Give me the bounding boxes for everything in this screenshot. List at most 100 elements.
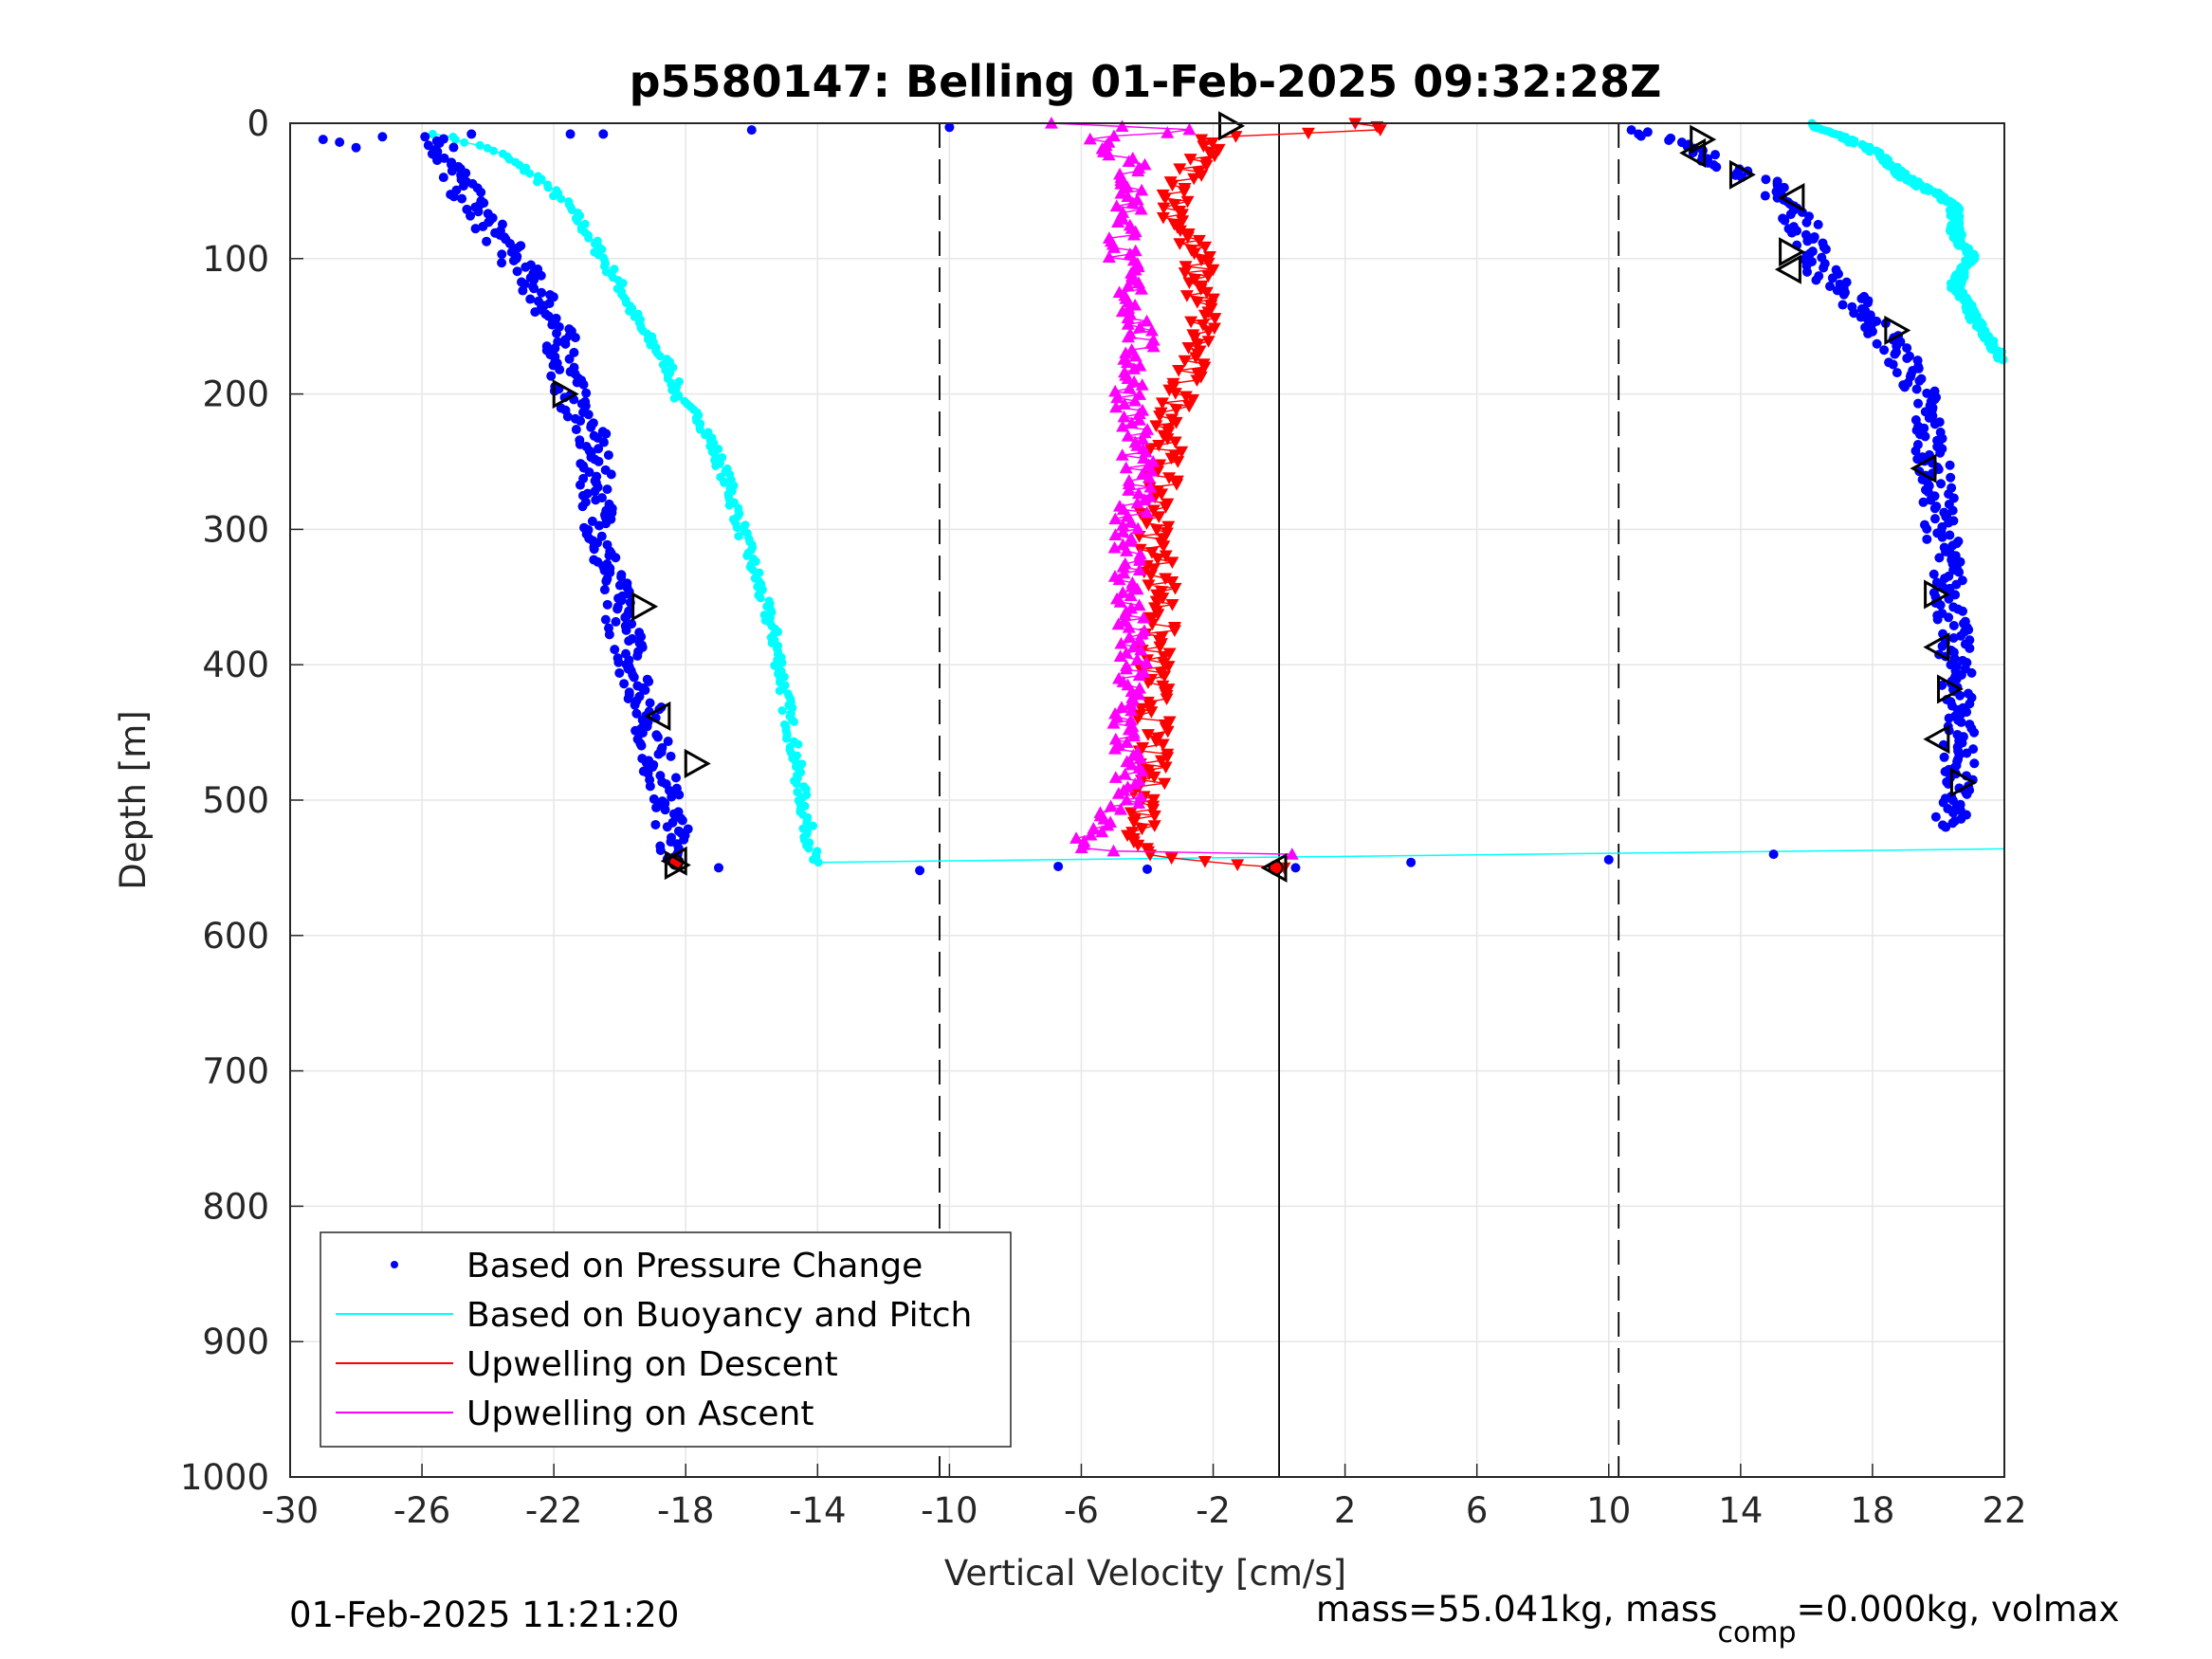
upwelling-descent-point	[1165, 598, 1179, 611]
upwelling-descent-point	[1164, 452, 1179, 465]
upwelling-descent-point	[1164, 852, 1179, 866]
buoyancy-point	[695, 425, 704, 434]
upwelling-ascent-point	[1102, 148, 1116, 161]
upwelling-ascent-point	[1132, 563, 1146, 576]
upwelling-ascent-point	[1134, 283, 1148, 295]
upwelling-descent-point	[1156, 738, 1170, 752]
buoyancy-point	[1895, 173, 1905, 182]
open-marker-left	[1923, 724, 1950, 755]
upwelling-ascent-point	[1120, 793, 1134, 806]
upwelling-ascent-point	[1106, 129, 1121, 142]
upwelling-ascent-point	[1132, 682, 1146, 694]
pressure-point	[518, 285, 528, 296]
pressure-point	[631, 708, 642, 719]
legend-label-descent: Upwelling on Descent	[466, 1345, 838, 1384]
upwelling-ascent-point	[1124, 757, 1139, 771]
open-marker-right	[1936, 674, 1964, 704]
pressure-point	[1926, 495, 1936, 505]
pressure-point	[1802, 236, 1813, 246]
pressure-point	[521, 262, 531, 272]
upwelling-ascent-point	[1116, 525, 1130, 538]
open-marker-right	[684, 748, 711, 778]
pressure-point	[1944, 713, 1954, 723]
x-tick-label: 22	[1982, 1490, 2026, 1531]
pressure-point	[1819, 263, 1829, 273]
pressure-point	[1768, 849, 1779, 860]
pressure-point	[630, 700, 640, 710]
pressure-point	[1899, 382, 1910, 392]
upwelling-ascent-point	[1121, 428, 1135, 442]
open-marker-right	[552, 379, 579, 410]
buoyancy-point	[549, 191, 558, 201]
upwelling-ascent-point	[1137, 611, 1151, 624]
y-tick-label: 800	[202, 1186, 269, 1227]
x-tick-label: -10	[921, 1490, 978, 1531]
open-marker-right	[1728, 159, 1756, 190]
upwelling-descent-point	[1187, 247, 1201, 261]
upwelling-descent-point	[1158, 777, 1172, 791]
pressure-point	[420, 132, 430, 142]
upwelling-ascent-point	[1140, 505, 1154, 519]
open-marker-right	[1218, 111, 1246, 141]
buoyancy-point	[804, 844, 814, 853]
pressure-point	[1955, 690, 1965, 701]
pressure-point	[1603, 854, 1614, 865]
pressure-point	[525, 294, 536, 304]
upwelling-descent-point	[1192, 234, 1206, 247]
upwelling-descent-point	[1159, 501, 1173, 514]
buoyancy-point	[782, 734, 792, 743]
pressure-point	[1929, 419, 1940, 429]
pressure-point	[1922, 534, 1932, 544]
legend: Based on Pressure Change Based on Buoyan…	[320, 1231, 1012, 1448]
upwelling-descent-point	[1158, 192, 1172, 205]
upwelling-ascent-point	[1122, 295, 1136, 308]
upwelling-ascent-point	[1122, 155, 1136, 168]
pressure-point	[497, 258, 507, 268]
upwelling-ascent-point	[1115, 448, 1129, 461]
pressure-point	[1918, 497, 1929, 507]
pressure-point	[598, 129, 609, 139]
upwelling-ascent-point	[1113, 649, 1127, 662]
upwelling-descent-point	[1187, 173, 1201, 186]
pressure-point	[612, 604, 623, 614]
upwelling-descent-point	[1149, 736, 1163, 748]
upwelling-descent-point	[1161, 433, 1175, 446]
upwelling-descent-point	[1190, 374, 1204, 387]
pressure-point	[616, 572, 627, 582]
upwelling-descent-point	[1179, 290, 1194, 302]
upwelling-descent-point	[1167, 199, 1181, 211]
upwelling-ascent-point	[1120, 180, 1134, 192]
pressure-point	[1872, 338, 1882, 349]
upwelling-ascent-point	[1109, 400, 1124, 413]
upwelling-descent-point	[1159, 550, 1173, 563]
upwelling-descent-point	[1186, 393, 1200, 407]
y-tick-label: 700	[202, 1051, 269, 1092]
pressure-point	[1837, 300, 1848, 310]
upwelling-ascent-point	[1121, 190, 1135, 203]
pressure-point	[1825, 282, 1836, 292]
pressure-point	[466, 129, 477, 139]
upwelling-ascent-point	[1130, 652, 1144, 665]
pressure-point	[470, 224, 481, 234]
upwelling-descent-point	[1197, 309, 1212, 322]
upwelling-descent-point	[1168, 582, 1182, 595]
pressure-point	[1937, 532, 1947, 542]
pressure-point	[560, 338, 571, 349]
upwelling-descent-point	[1169, 416, 1183, 429]
pressure-point	[1947, 818, 1958, 829]
pressure-point	[457, 193, 467, 204]
pressure-point	[438, 173, 448, 183]
upwelling-ascent-point	[1084, 828, 1098, 841]
pressure-point	[571, 425, 581, 435]
upwelling-ascent-point	[1124, 589, 1138, 601]
pressure-point	[1945, 460, 1955, 470]
pressure-point	[335, 137, 345, 147]
upwelling-descent-point	[1201, 325, 1216, 338]
pressure-point	[1761, 174, 1771, 185]
pressure-point	[1760, 191, 1770, 201]
upwelling-descent-point	[1168, 436, 1182, 449]
upwelling-ascent-point	[1285, 848, 1299, 860]
pressure-point	[1890, 349, 1900, 359]
upwelling-ascent-point	[1107, 741, 1122, 755]
x-tick-label: -26	[393, 1490, 450, 1531]
